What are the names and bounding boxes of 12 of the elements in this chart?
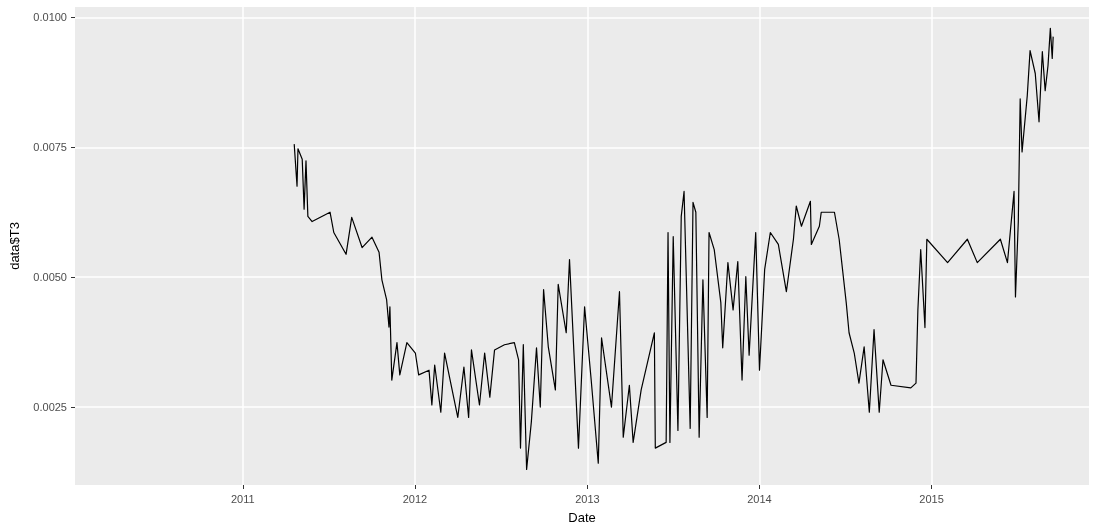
x-tick-label: 2014 bbox=[747, 492, 772, 505]
x-tick-label: 2013 bbox=[575, 492, 600, 505]
x-tick-label: 2011 bbox=[230, 492, 255, 505]
y-axis-title: data$T3 bbox=[7, 222, 22, 270]
x-tick-label: 2015 bbox=[919, 492, 944, 505]
y-tick-label: 0.0025 bbox=[33, 401, 67, 414]
x-tick-label: 2012 bbox=[402, 492, 428, 505]
x-axis-title: Date bbox=[568, 510, 596, 525]
line-series bbox=[293, 27, 1054, 471]
y-tick-label: 0.0050 bbox=[33, 271, 67, 284]
y-tick-label: 0.0075 bbox=[33, 141, 67, 154]
y-tick-label: 0.0100 bbox=[33, 11, 67, 24]
